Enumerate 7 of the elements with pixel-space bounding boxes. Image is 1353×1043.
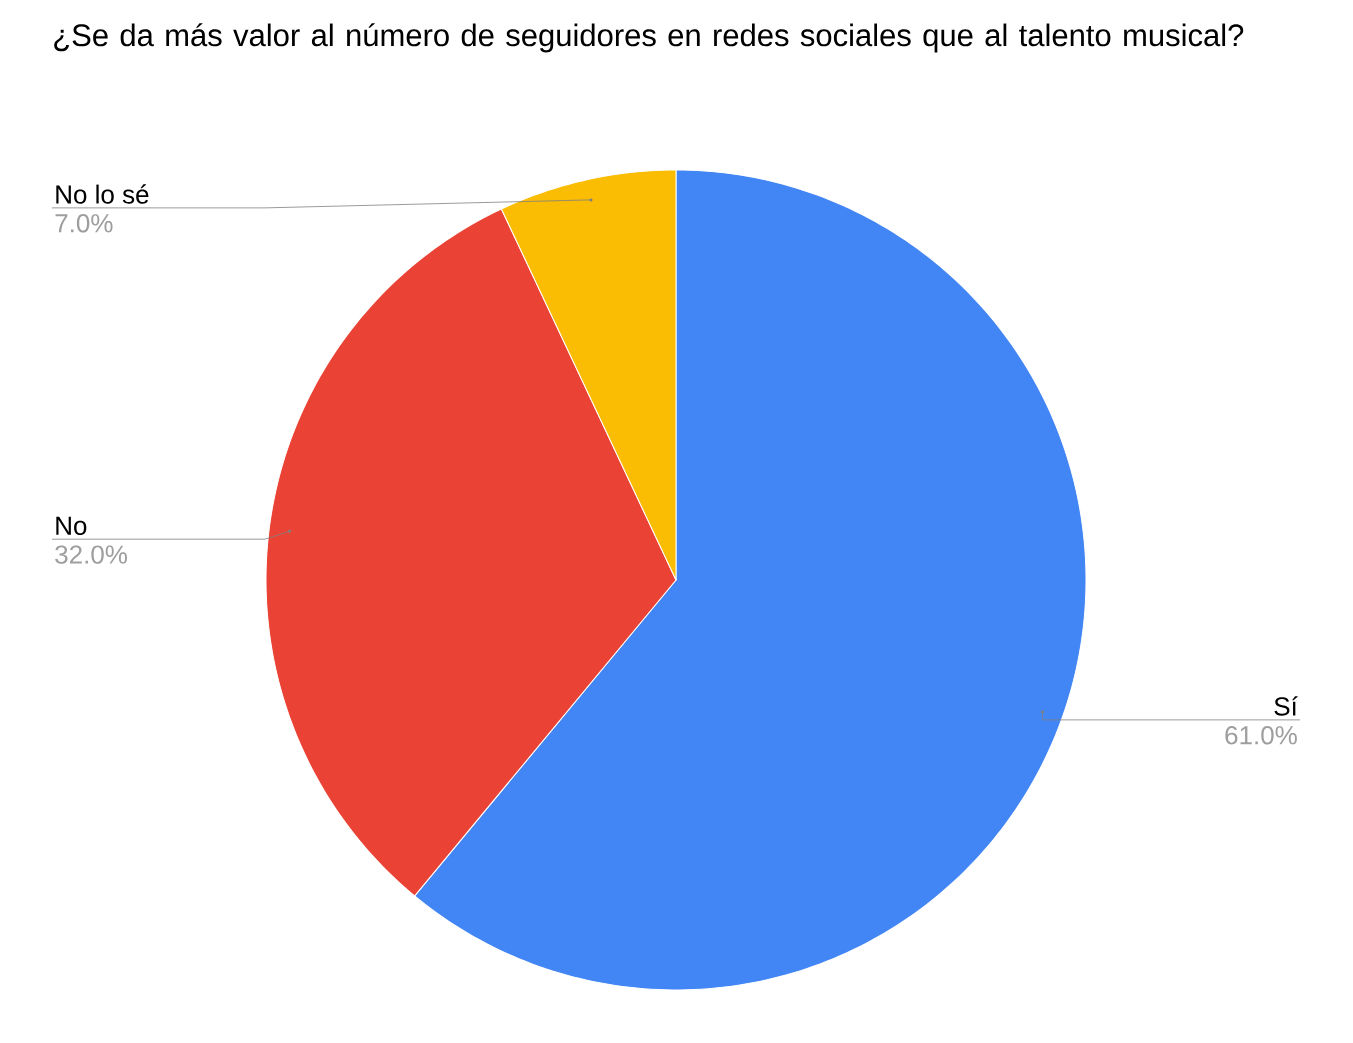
data-label: 7.0%: [55, 214, 113, 233]
slice-label: No: [56, 516, 87, 535]
data-label: 32.0%: [55, 545, 127, 564]
data-label: 61.0%: [1225, 726, 1297, 745]
slice-label: No lo sé: [56, 184, 149, 204]
chart-title: ¿Se da más valor al número de seguidores en redes sociales que al talento musical?: [54, 23, 1244, 53]
slice-label: Sí: [1274, 696, 1298, 716]
